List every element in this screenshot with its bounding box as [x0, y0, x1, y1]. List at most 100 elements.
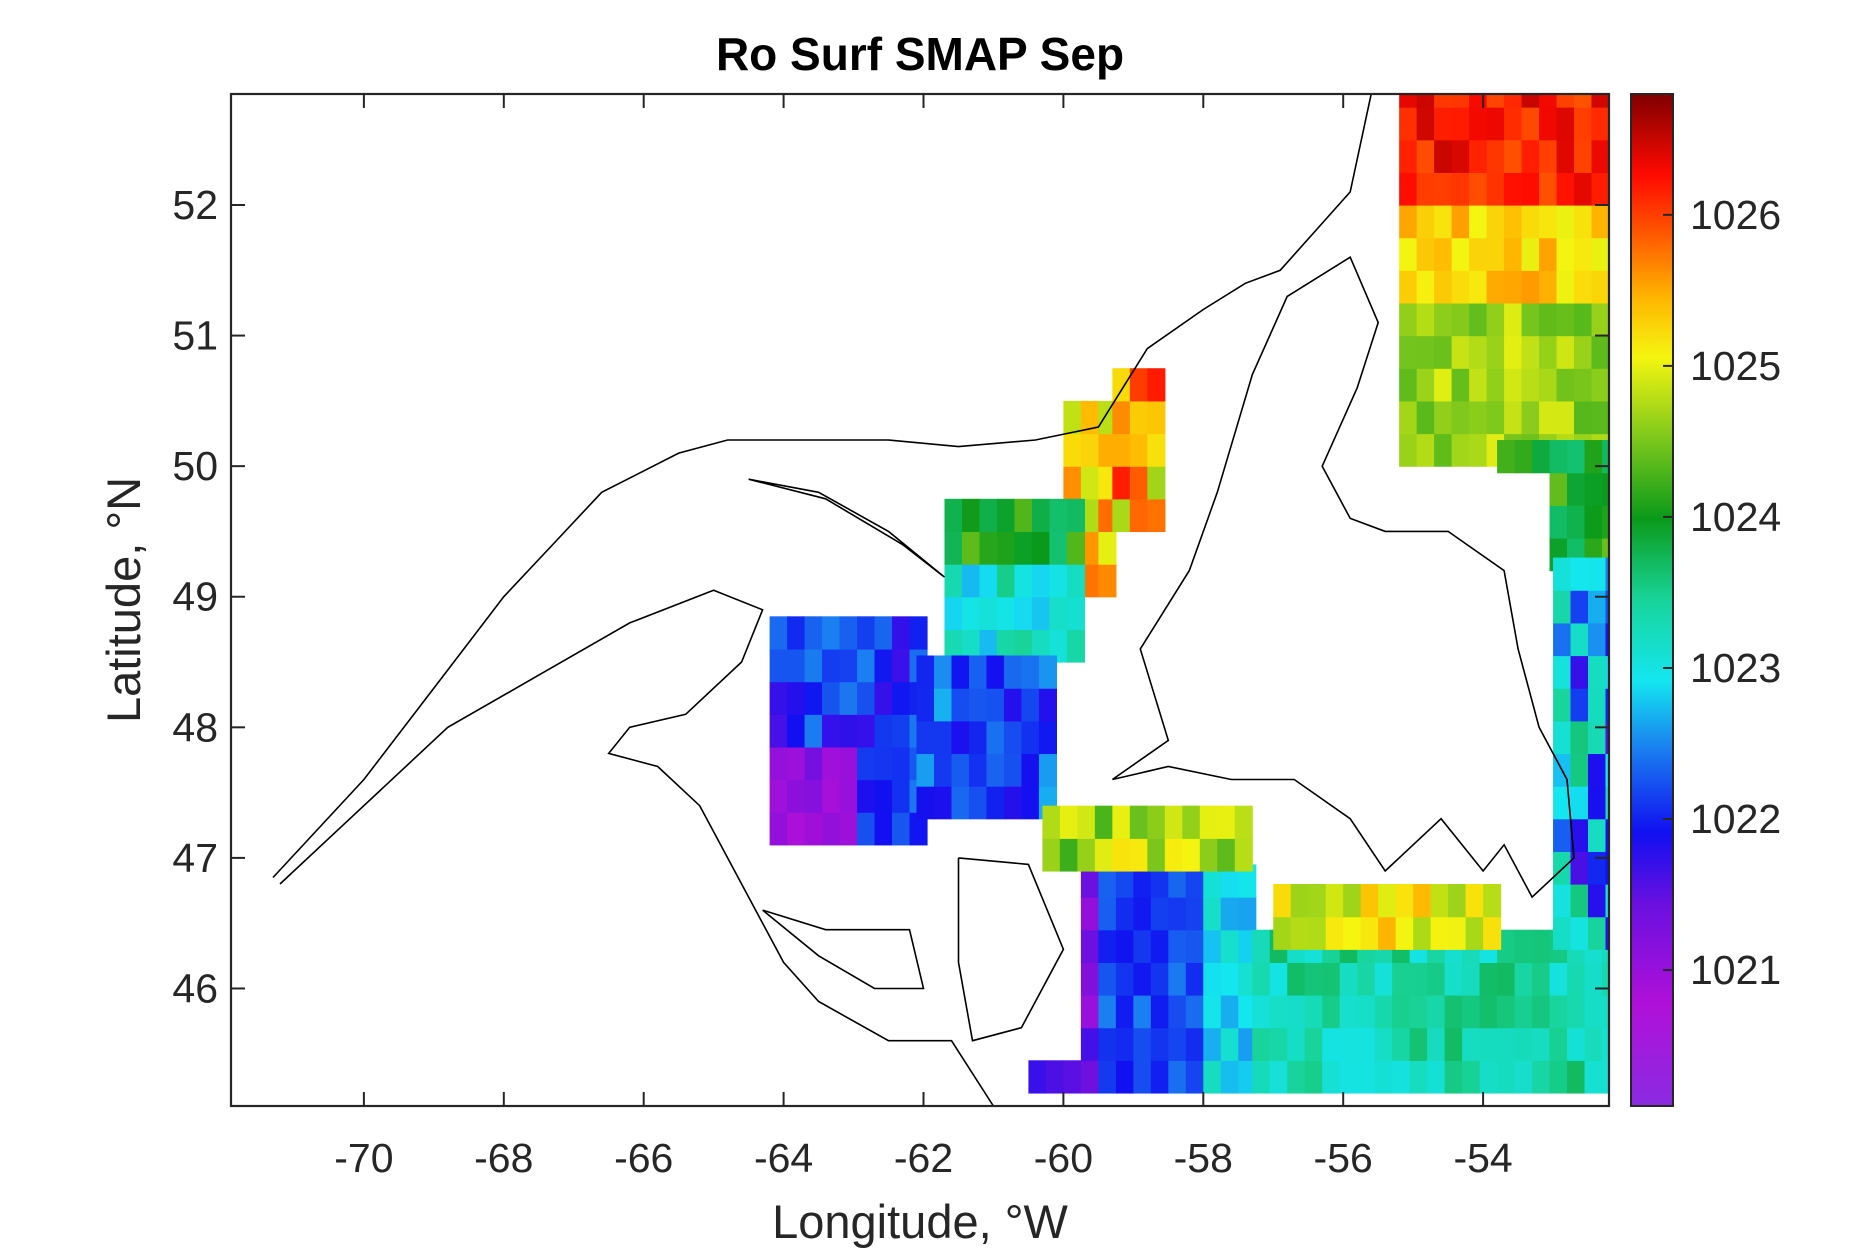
heatmap-cell — [1497, 440, 1516, 474]
heatmap-cell — [996, 629, 1016, 663]
coastline-segment — [762, 909, 925, 990]
heatmap-cell — [1098, 400, 1117, 435]
heatmap-cell — [1521, 139, 1540, 173]
heatmap-cell — [1203, 864, 1222, 898]
heatmap-cell — [1112, 466, 1131, 500]
heatmap-cell — [1203, 1060, 1222, 1094]
x-tick-label: -60 — [1034, 1135, 1093, 1181]
heatmap-cell — [1059, 805, 1078, 839]
heatmap-cell — [909, 616, 928, 650]
heatmap-cell — [804, 616, 823, 650]
heatmap-cell — [1021, 753, 1040, 787]
heatmap-cell — [1584, 962, 1603, 996]
heatmap-cell — [1497, 995, 1516, 1029]
heatmap-cell — [1444, 962, 1463, 996]
heatmap-cell — [979, 498, 998, 533]
heatmap-cell — [951, 655, 970, 689]
heatmap-cell — [1539, 335, 1558, 369]
heatmap-cell — [1451, 107, 1470, 141]
heatmap-cell — [1588, 884, 1607, 918]
heatmap-cell — [1133, 1060, 1152, 1094]
heatmap-cell — [1514, 962, 1533, 996]
heatmap-cell — [1427, 1060, 1446, 1094]
heatmap-cell — [1591, 204, 1609, 239]
y-tick-label: 52 — [172, 182, 218, 228]
heatmap-cell — [1395, 884, 1414, 918]
heatmap-cell — [1451, 94, 1470, 108]
heatmap-cell — [1147, 838, 1166, 872]
heatmap-cell — [1038, 753, 1058, 787]
heatmap-cell — [1514, 929, 1533, 963]
heatmap-cell — [1602, 995, 1609, 1029]
heatmap-cell — [1185, 962, 1204, 996]
heatmap-cell — [804, 681, 823, 715]
heatmap-cell — [1003, 688, 1023, 722]
heatmap-cell — [1080, 897, 1099, 931]
heatmap-cell — [1014, 629, 1033, 663]
heatmap-cell — [1567, 1027, 1586, 1061]
heatmap-cell — [1591, 400, 1609, 435]
heatmap-cell — [1182, 838, 1201, 872]
heatmap-cell — [1570, 916, 1589, 950]
heatmap-cell — [1605, 851, 1609, 885]
heatmap-cell — [1570, 884, 1589, 918]
heatmap-cell — [1238, 929, 1257, 963]
heatmap-cell — [1031, 629, 1051, 663]
heatmap-cell — [787, 648, 806, 683]
heatmap-cell — [1591, 94, 1609, 108]
heatmap-cell — [1486, 270, 1505, 304]
heatmap-cell — [1521, 94, 1540, 108]
heatmap-cell — [822, 714, 841, 748]
y-tick-label: 51 — [172, 313, 218, 359]
heatmap-cell — [1416, 237, 1435, 271]
heatmap-cell — [1115, 897, 1134, 931]
heatmap-cell — [986, 720, 1005, 755]
heatmap-cell — [1220, 1027, 1239, 1061]
heatmap-cell — [1322, 995, 1341, 1029]
heatmap-cell — [1098, 962, 1117, 996]
heatmap-cell — [1486, 94, 1505, 108]
heatmap-cell — [1003, 786, 1023, 820]
heatmap-cell — [916, 786, 935, 820]
x-tick-label: -58 — [1174, 1135, 1233, 1181]
heatmap-cell — [1427, 962, 1446, 996]
heatmap-cell — [1451, 139, 1470, 173]
heatmap-cell — [1392, 1060, 1411, 1094]
heatmap-cell — [1112, 498, 1131, 533]
heatmap-cell — [1234, 805, 1253, 839]
heatmap-cell — [979, 564, 998, 598]
heatmap-cell — [996, 498, 1016, 533]
heatmap-cell — [1521, 368, 1540, 402]
heatmap-cell — [1287, 995, 1306, 1029]
heatmap-cell — [1098, 864, 1117, 898]
heatmap-cell — [1434, 368, 1453, 402]
heatmap-cell — [1080, 864, 1099, 898]
heatmap-cell — [839, 714, 858, 748]
heatmap-cell — [1287, 962, 1306, 996]
heatmap-cell — [1203, 962, 1222, 996]
heatmap-cell — [1588, 590, 1607, 624]
heatmap-cell — [1567, 505, 1586, 539]
heatmap-cell — [1497, 962, 1516, 996]
heatmap-cell — [968, 655, 988, 689]
coastline-segment — [272, 94, 1372, 879]
heatmap-cell — [1399, 237, 1418, 271]
heatmap-cell — [1112, 805, 1131, 839]
heatmap-cell — [916, 753, 935, 787]
heatmap-cell — [1220, 1060, 1239, 1094]
heatmap-cell — [787, 812, 806, 846]
heatmap-cell — [1199, 838, 1218, 872]
heatmap-cell — [769, 812, 788, 846]
heatmap-cell — [1399, 139, 1418, 173]
coastline-segment — [957, 857, 1065, 1042]
heatmap-cell — [1416, 107, 1435, 141]
heatmap-cell — [1605, 818, 1609, 852]
heatmap-cell — [916, 720, 935, 755]
heatmap-cell — [1409, 995, 1428, 1029]
heatmap-cell — [1416, 335, 1435, 369]
heatmap-cell — [1427, 1027, 1446, 1061]
heatmap-cell — [822, 616, 841, 650]
heatmap-cell — [1434, 237, 1453, 271]
heatmap-cell — [996, 596, 1016, 630]
heatmap-cell — [1416, 400, 1435, 435]
